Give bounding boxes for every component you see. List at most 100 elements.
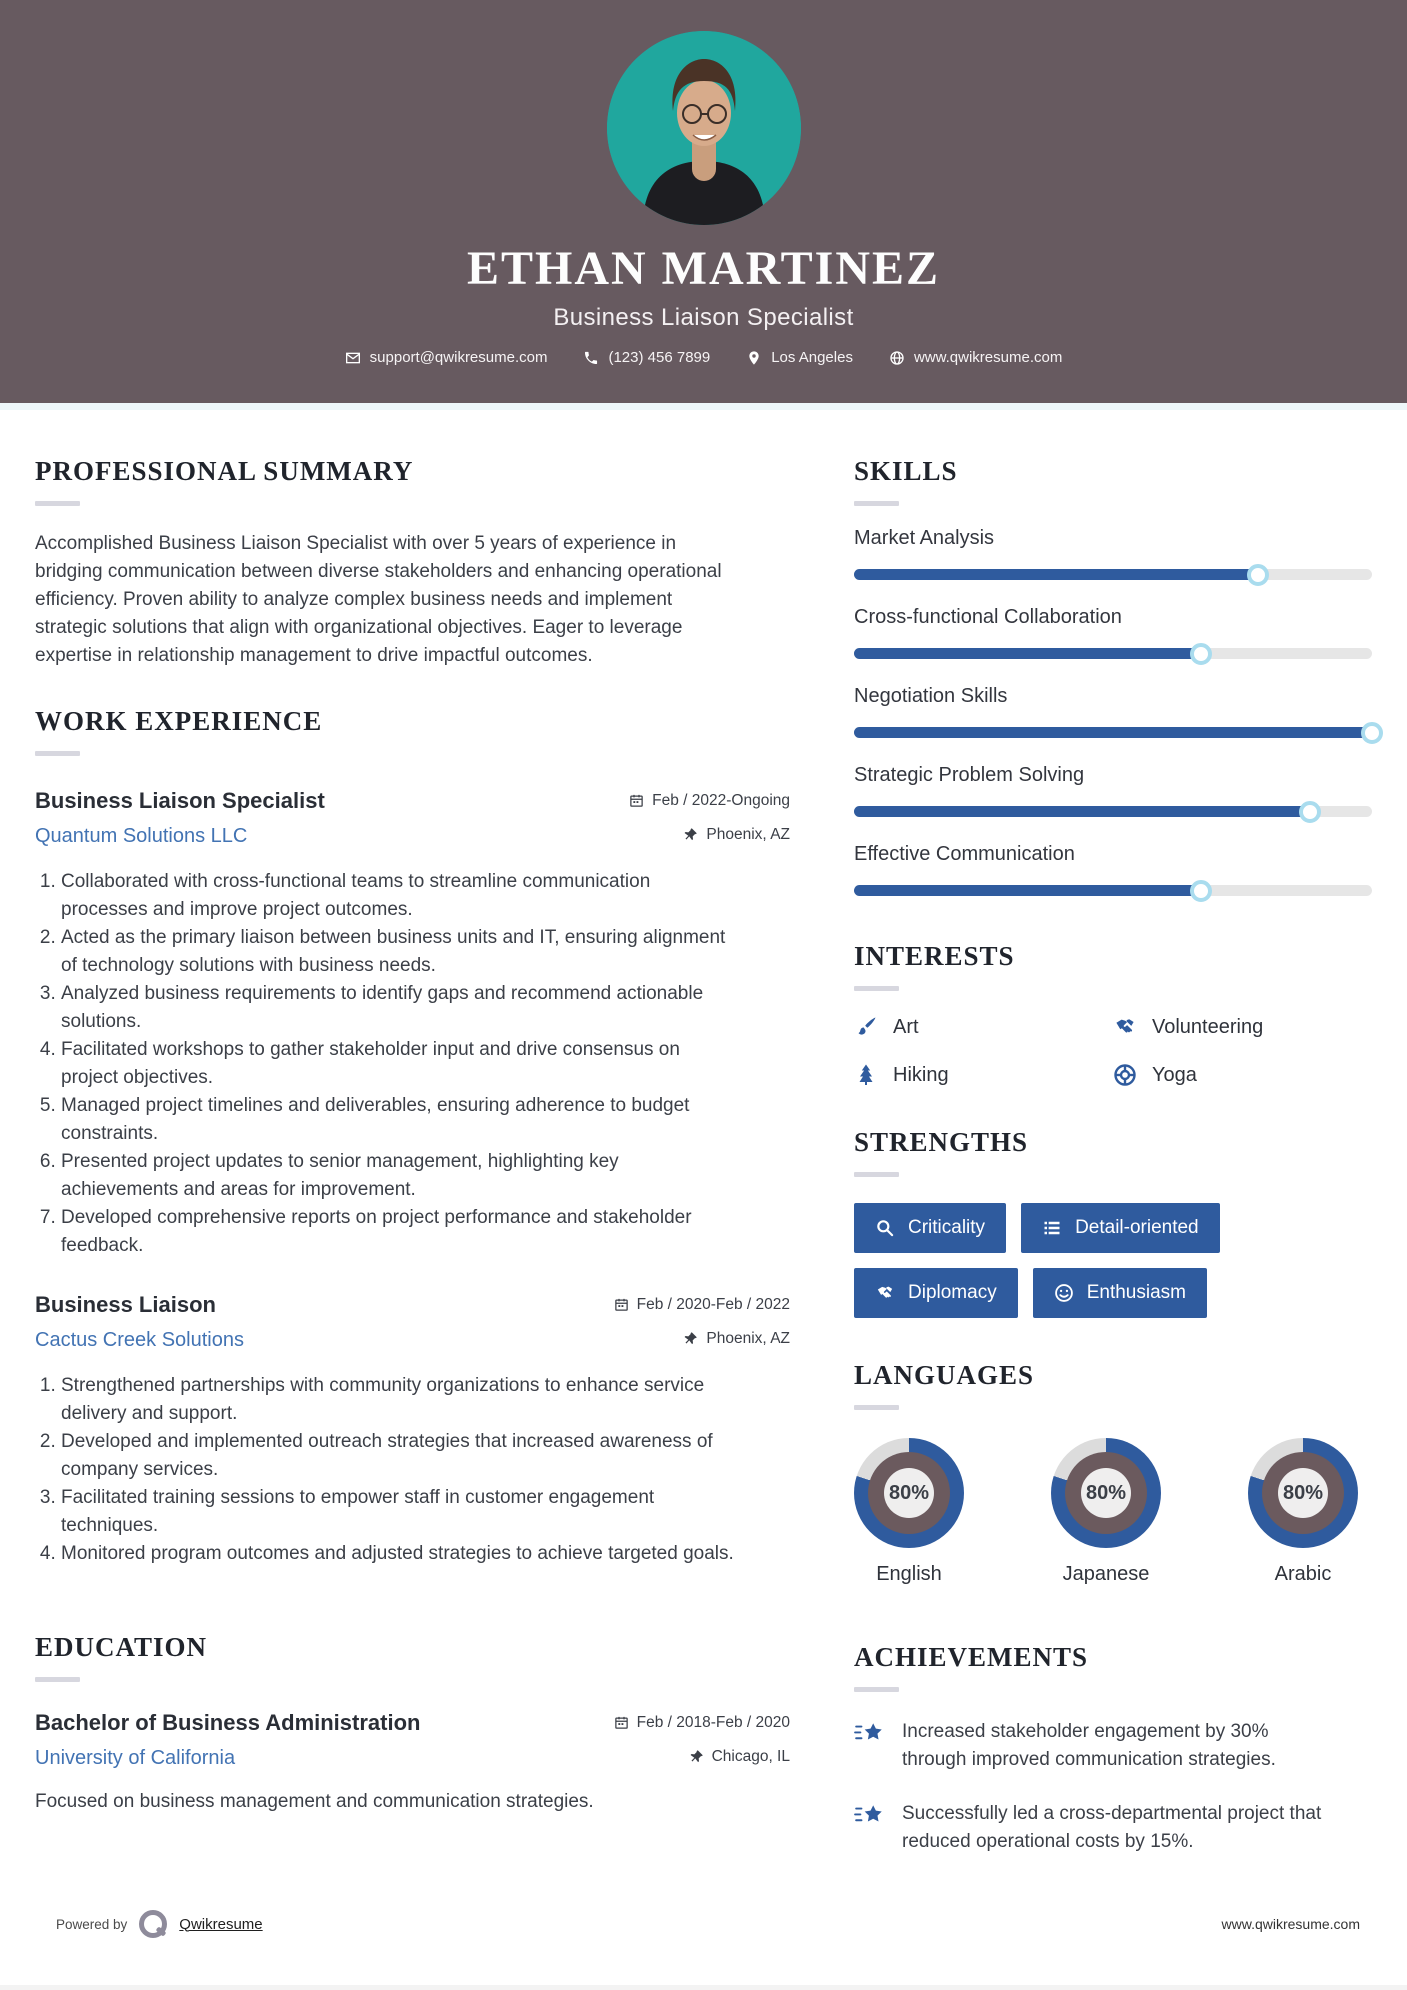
strength-button-diplomacy[interactable]: Diplomacy <box>854 1268 1018 1318</box>
donut-percent: 80% <box>884 1468 934 1518</box>
education-location: Chicago, IL <box>689 1748 790 1766</box>
section-heading-summary: PROFESSIONAL SUMMARY <box>35 456 414 486</box>
section-languages: LANGUAGES 80% English 80% <box>854 1360 1372 1586</box>
contact-email[interactable]: support@qwikresume.com <box>345 349 547 366</box>
skill-label: Negotiation Skills <box>854 685 1008 707</box>
section-underline <box>854 986 899 991</box>
header-accent-strip <box>0 403 1407 410</box>
donut-percent: 80% <box>1081 1468 1131 1518</box>
section-heading-languages: LANGUAGES <box>854 1360 1035 1390</box>
qwikresume-link[interactable]: Qwikresume <box>179 1915 263 1933</box>
section-heading-interests: INTERESTS <box>854 941 1015 971</box>
footer-website[interactable]: www.qwikresume.com <box>1221 1916 1360 1932</box>
section-heading-strengths: STRENGTHS <box>854 1127 1029 1157</box>
job-duty: Developed and implemented outreach strat… <box>61 1428 741 1484</box>
slider-fill <box>854 721 1383 744</box>
job-location: Phoenix, AZ <box>683 1330 790 1348</box>
interest-item: Volunteering <box>1113 1015 1372 1039</box>
pushpin-icon <box>684 828 698 841</box>
map-pin-icon <box>749 350 759 365</box>
job-title-subheading: Business Liaison Specialist <box>553 304 854 331</box>
strength-button-criticality[interactable]: Criticality <box>854 1203 1007 1253</box>
summary-text: Accomplished Business Liaison Specialist… <box>35 533 722 666</box>
contact-bar: support@qwikresume.com (123) 456 7899 Lo… <box>0 349 1407 366</box>
slider-fill <box>854 642 1213 665</box>
section-strengths: STRENGTHS Criticality Detail-oriented Di… <box>854 1127 1372 1318</box>
section-interests: INTERESTS Art Volunteering Hiking <box>854 941 1372 1087</box>
section-heading-work: WORK EXPERIENCE <box>35 706 323 736</box>
job-entry: Business Liaison Specialist Feb / 2022-O… <box>35 788 790 1260</box>
skill-item: Negotiation Skills <box>854 685 1383 744</box>
section-underline <box>35 1677 80 1682</box>
skill-label: Cross-functional Collaboration <box>854 606 1122 628</box>
education-date: Feb / 2018-Feb / 2020 <box>614 1714 790 1732</box>
achievement-text: Successfully led a cross-departmental pr… <box>902 1803 1322 1852</box>
slider-handle[interactable] <box>1247 563 1270 586</box>
interest-item: Yoga <box>1113 1063 1372 1087</box>
achievement-item: Increased stakeholder engagement by 30% … <box>854 1718 1372 1774</box>
skill-slider[interactable] <box>854 800 1372 823</box>
job-duty: Facilitated workshops to gather stakehol… <box>61 1036 741 1092</box>
paintbrush-icon <box>858 1017 876 1035</box>
skill-slider[interactable] <box>854 563 1372 586</box>
language-label: Arabic <box>1274 1563 1332 1585</box>
slider-handle[interactable] <box>1190 879 1213 902</box>
contact-phone[interactable]: (123) 456 7899 <box>583 349 710 366</box>
skill-item: Cross-functional Collaboration <box>854 606 1372 665</box>
footer: Powered by Qwikresume www.qwikresume.com <box>56 1910 1360 1938</box>
language-donut: 80% <box>1248 1438 1358 1548</box>
shooting-star-icon <box>854 1805 882 1822</box>
achievement-item: Successfully led a cross-departmental pr… <box>854 1800 1372 1856</box>
section-heading-skills: SKILLS <box>854 456 958 486</box>
contact-location: Los Angeles <box>746 349 853 366</box>
powered-by: Powered by Qwikresume <box>56 1910 263 1938</box>
company-link[interactable]: Quantum Solutions LLC <box>35 825 248 847</box>
language-label: Japanese <box>1062 1563 1150 1585</box>
school-link[interactable]: University of California <box>35 1747 236 1769</box>
slider-handle[interactable] <box>1298 800 1321 823</box>
donut-percent: 80% <box>1278 1468 1328 1518</box>
company-link[interactable]: Cactus Creek Solutions <box>35 1329 244 1351</box>
strength-button-detail-oriented[interactable]: Detail-oriented <box>1021 1203 1220 1253</box>
interest-item: Hiking <box>854 1063 1113 1087</box>
skill-label: Market Analysis <box>854 527 995 549</box>
interest-label: Yoga <box>1152 1063 1197 1086</box>
avatar-illustration <box>606 31 801 225</box>
section-work-experience: WORK EXPERIENCE Business Liaison Special… <box>35 706 790 1568</box>
pushpin-icon <box>684 1332 698 1345</box>
language-item: 80% Arabic <box>1248 1438 1358 1586</box>
shooting-star-icon <box>854 1723 882 1740</box>
section-underline <box>35 751 80 756</box>
handshake-icon <box>877 1286 893 1298</box>
job-duty: Facilitated training sessions to empower… <box>61 1484 741 1540</box>
header: ETHAN MARTINEZ Business Liaison Speciali… <box>0 0 1407 403</box>
strength-button-enthusiasm[interactable]: Enthusiasm <box>1032 1268 1207 1318</box>
globe-icon <box>890 350 904 365</box>
job-title: Business Liaison <box>35 1292 216 1317</box>
page-title: ETHAN MARTINEZ <box>466 242 941 295</box>
section-achievements: ACHIEVEMENTS Increased stakeholder engag… <box>854 1642 1372 1856</box>
language-donut: 80% <box>854 1438 964 1548</box>
left-column: PROFESSIONAL SUMMARY Accomplished Busine… <box>35 410 790 1856</box>
interest-label: Volunteering <box>1152 1015 1264 1038</box>
slider-fill <box>854 563 1270 586</box>
skill-slider[interactable] <box>854 879 1372 902</box>
list-icon <box>1044 1221 1060 1235</box>
job-title: Business Liaison Specialist <box>35 788 325 813</box>
slider-fill <box>854 800 1321 823</box>
contact-website[interactable]: www.qwikresume.com <box>889 349 1062 366</box>
powered-by-label: Powered by <box>56 1916 128 1932</box>
achievement-text: Increased stakeholder engagement by 30% … <box>902 1721 1276 1770</box>
envelope-icon <box>345 352 360 363</box>
job-duty: Developed comprehensive reports on proje… <box>61 1204 741 1260</box>
language-label: English <box>876 1563 942 1585</box>
slider-handle[interactable] <box>1190 642 1213 665</box>
slider-handle[interactable] <box>1361 721 1383 744</box>
section-professional-summary: PROFESSIONAL SUMMARY Accomplished Busine… <box>35 456 790 670</box>
job-duties-list: Strengthened partnerships with community… <box>35 1372 741 1568</box>
pushpin-icon <box>690 1750 703 1763</box>
language-donut: 80% <box>1051 1438 1161 1548</box>
skill-slider[interactable] <box>854 642 1372 665</box>
skill-slider[interactable] <box>854 721 1383 744</box>
